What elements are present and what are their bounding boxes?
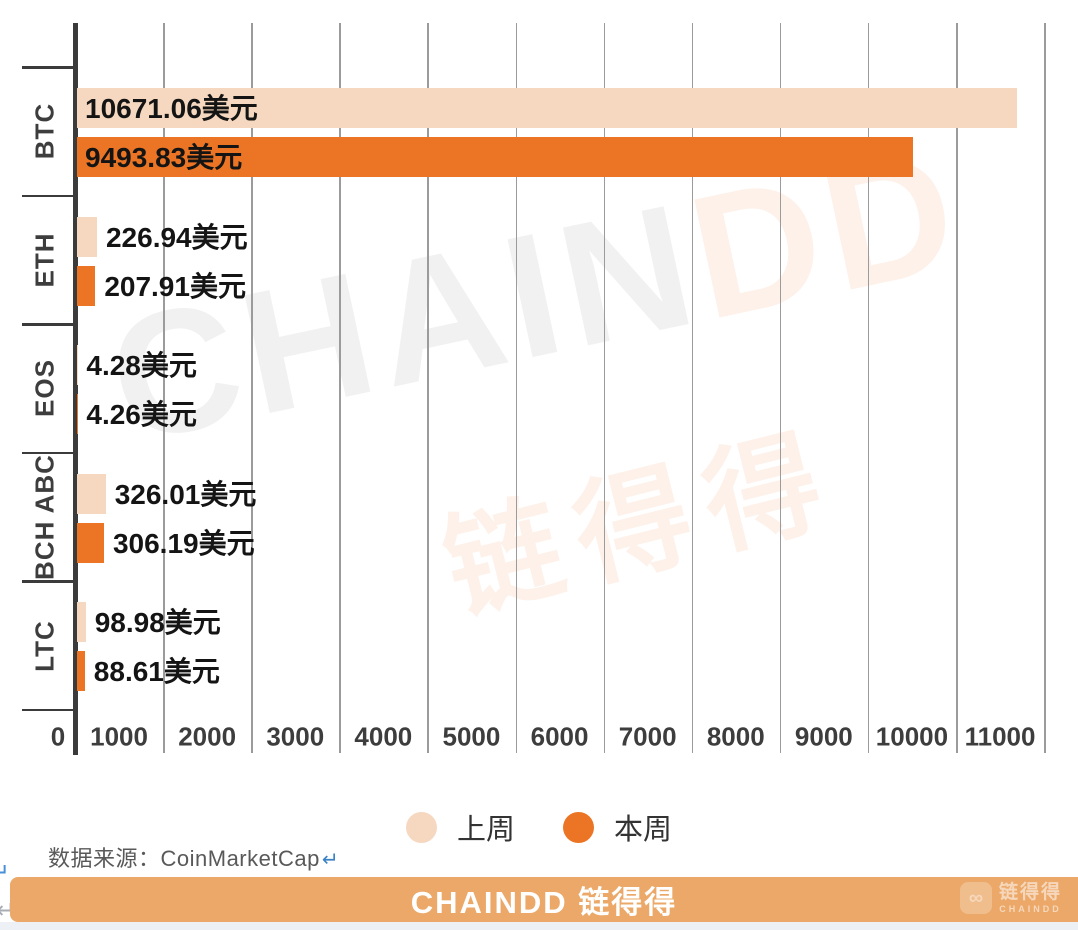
bar-value-label: 226.94美元 [105, 221, 248, 253]
banner-brand-text: CHAINDD 链得得 [410, 885, 678, 920]
y-axis-line [73, 23, 78, 755]
bar-prev-week [77, 473, 106, 514]
bar-this-week [77, 137, 914, 177]
legend-item-prev-week: 上周 [405, 806, 515, 848]
gridline [867, 23, 870, 753]
chain-link-icon: ∞ [959, 882, 992, 914]
bar-prev-week [77, 345, 78, 386]
bar-value-label: 207.91美元 [104, 270, 246, 302]
bar-this-week [77, 265, 96, 306]
chaindd-footer-banner: CHAINDD 链得得 ∞ 链得得 CHAINDD [10, 877, 1078, 922]
category-tick [22, 580, 77, 583]
bar-this-week [77, 651, 85, 692]
category-label: BCH ABC [29, 454, 60, 580]
bar-prev-week [77, 216, 97, 257]
paragraph-return-icon: ↵ [0, 859, 11, 886]
chaindd-logo-text: 链得得 CHAINDD [999, 883, 1062, 914]
x-tick-label: 11000 [964, 721, 1036, 752]
x-tick-label: 8000 [706, 721, 765, 752]
x-tick-label: 4000 [354, 721, 413, 752]
category-tick [22, 194, 77, 198]
bar-value-label: 9493.83美元 [85, 142, 243, 174]
bar-value-label: 4.28美元 [86, 350, 197, 382]
legend-item-this-week: 本周 [563, 806, 672, 848]
legend-swatch-this-week-icon [563, 811, 594, 843]
bar-value-label: 88.61美元 [93, 656, 220, 688]
legend-label-this-week: 本周 [614, 814, 673, 846]
data-source-text: 数据来源：CoinMarketCap [48, 846, 320, 871]
gridline [691, 23, 694, 753]
gridline [956, 23, 958, 753]
category-label: BTC [29, 103, 60, 160]
x-tick-label: 7000 [618, 721, 677, 752]
legend-label-prev-week: 上周 [456, 814, 515, 846]
bar-this-week [77, 394, 78, 435]
page-bottom-strip [0, 922, 1078, 930]
gridline [603, 23, 606, 753]
bar-prev-week [77, 602, 86, 643]
x-tick-label: 3000 [266, 721, 325, 752]
x-tick-label: 2000 [178, 721, 237, 752]
category-tick [22, 708, 77, 712]
x-tick-label: 6000 [530, 721, 589, 752]
data-source-line: 数据来源：CoinMarketCap ↵ [48, 841, 339, 873]
bar-value-label: 326.01美元 [114, 478, 257, 510]
chaindd-logo: ∞ 链得得 CHAINDD [959, 882, 1062, 914]
gridline [427, 23, 429, 753]
gridline [1044, 23, 1046, 753]
category-label: ETH [29, 232, 60, 288]
category-tick [22, 323, 77, 326]
gridline [163, 23, 165, 753]
logo-subtext: CHAINDD [999, 903, 1062, 914]
paragraph-return-icon: ↵ [321, 849, 340, 871]
category-label: EOS [29, 359, 60, 418]
x-tick-label: 1000 [90, 721, 148, 752]
category-tick [22, 66, 77, 69]
category-tick [22, 451, 77, 455]
gridline [339, 23, 341, 753]
x-tick-label: 9000 [794, 721, 853, 752]
logo-name: 链得得 [998, 881, 1062, 903]
bar-value-label: 4.26美元 [86, 399, 197, 431]
legend: 上周 本周 [0, 806, 1078, 848]
gridline [515, 23, 517, 753]
category-label: LTC [29, 619, 60, 672]
x-tick-label: 5000 [442, 721, 501, 752]
bar-value-label: 98.98美元 [94, 607, 221, 639]
bar-prev-week [77, 88, 1018, 128]
bar-value-label: 10671.06美元 [85, 93, 258, 125]
bar-value-label: 306.19美元 [112, 527, 255, 559]
bar-this-week [77, 522, 104, 563]
x-tick-label: 10000 [875, 721, 949, 752]
gridline [251, 23, 253, 753]
x-tick-label: 0 [50, 721, 66, 752]
gridline [779, 23, 782, 753]
legend-swatch-prev-week-icon [405, 811, 437, 843]
